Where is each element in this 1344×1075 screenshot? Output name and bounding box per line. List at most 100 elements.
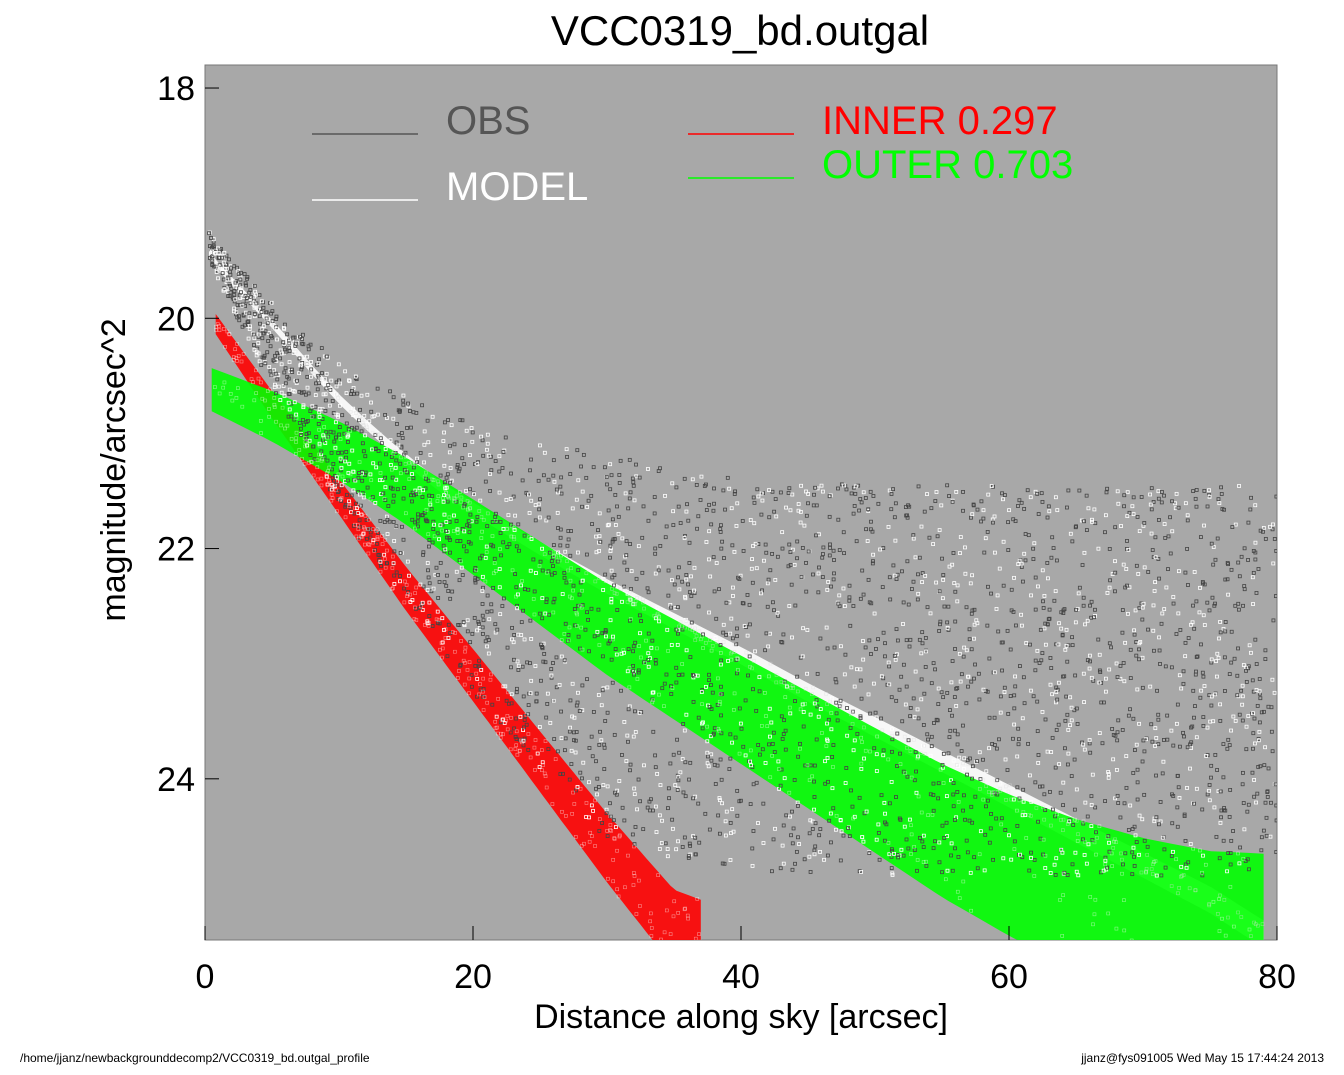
obs-point: [573, 750, 578, 755]
obs-point: [911, 696, 916, 701]
obs-point: [1170, 792, 1174, 797]
obs-point: [1013, 674, 1017, 679]
obs-point: [1103, 530, 1107, 535]
obs-point: [813, 485, 817, 490]
obs-point: [242, 272, 247, 276]
inner-point: [648, 919, 652, 924]
obs-point: [921, 833, 926, 838]
obs-point: [985, 623, 990, 628]
model-point: [1083, 840, 1087, 844]
obs-point: [489, 609, 494, 614]
obs-point: [508, 497, 513, 501]
obs-point: [222, 250, 227, 255]
obs-point: [1228, 862, 1233, 867]
obs-point: [394, 458, 399, 463]
obs-point: [1140, 617, 1145, 622]
obs-point: [922, 509, 927, 514]
obs-point: [1036, 512, 1041, 516]
obs-point: [782, 776, 787, 781]
obs-point: [945, 690, 950, 695]
outer-point: [628, 617, 633, 621]
obs-point: [580, 489, 585, 494]
obs-point: [1156, 712, 1161, 717]
obs-point: [973, 794, 978, 799]
obs-point: [614, 792, 619, 797]
obs-point: [1135, 797, 1140, 802]
obs-point: [512, 528, 517, 532]
obs-point: [1139, 601, 1144, 606]
obs-point: [1253, 503, 1258, 508]
obs-point: [480, 438, 485, 443]
obs-point: [549, 673, 554, 678]
obs-point: [559, 709, 564, 714]
model-point: [404, 455, 408, 459]
obs-point: [408, 600, 413, 604]
obs-point: [275, 337, 279, 342]
model-point: [995, 790, 1000, 794]
inner-point: [354, 534, 359, 539]
obs-point: [1039, 491, 1044, 496]
obs-point: [269, 373, 274, 378]
obs-point: [951, 792, 956, 797]
obs-point: [842, 483, 847, 488]
obs-point: [1186, 636, 1191, 640]
obs-point: [1080, 740, 1084, 745]
inner-point: [440, 646, 445, 651]
obs-point: [1246, 520, 1251, 525]
outer-point: [436, 494, 441, 499]
obs-point: [1046, 504, 1051, 509]
obs-point: [1120, 630, 1125, 635]
obs-point: [390, 475, 395, 480]
obs-point: [895, 731, 900, 736]
obs-point: [952, 581, 957, 586]
obs-point: [395, 487, 400, 492]
outer-point: [834, 813, 839, 818]
obs-point: [1158, 800, 1163, 804]
obs-point: [1154, 873, 1159, 878]
obs-point: [374, 541, 379, 546]
obs-point: [1231, 829, 1235, 833]
obs-point: [317, 410, 322, 415]
obs-point: [1113, 589, 1117, 594]
obs-point: [522, 736, 527, 741]
obs-point: [967, 627, 972, 632]
obs-point: [594, 759, 598, 764]
inner-point: [611, 879, 616, 884]
obs-point: [1128, 676, 1133, 680]
outer-point: [1122, 898, 1126, 902]
obs-point: [874, 837, 879, 842]
obs-point: [722, 861, 727, 866]
obs-point: [469, 673, 474, 678]
obs-point: [964, 838, 969, 843]
obs-point: [295, 378, 299, 383]
obs-point: [535, 751, 540, 756]
obs-point: [790, 635, 794, 640]
outer-point: [398, 471, 403, 476]
outer-point: [362, 492, 366, 497]
obs-point: [673, 606, 678, 610]
obs-point: [336, 450, 341, 455]
obs-point: [261, 324, 266, 329]
obs-point: [887, 664, 892, 669]
obs-point: [223, 267, 227, 272]
obs-point: [772, 750, 777, 754]
obs-point: [1175, 805, 1180, 810]
obs-point: [1244, 747, 1249, 752]
outer-point: [1247, 927, 1252, 932]
obs-point: [1151, 628, 1156, 633]
obs-point: [1041, 599, 1045, 604]
obs-point: [595, 792, 599, 797]
obs-point: [475, 694, 479, 699]
inner-point: [254, 368, 258, 373]
obs-point: [1061, 780, 1066, 785]
outer-point: [552, 553, 556, 558]
outer-point: [465, 507, 470, 512]
obs-point: [633, 640, 638, 645]
obs-point: [1086, 506, 1091, 511]
model-point: [1249, 934, 1253, 938]
obs-point: [1113, 570, 1118, 575]
model-point: [215, 263, 220, 268]
obs-point: [290, 370, 295, 374]
obs-point: [778, 783, 783, 788]
obs-point: [1042, 626, 1047, 631]
